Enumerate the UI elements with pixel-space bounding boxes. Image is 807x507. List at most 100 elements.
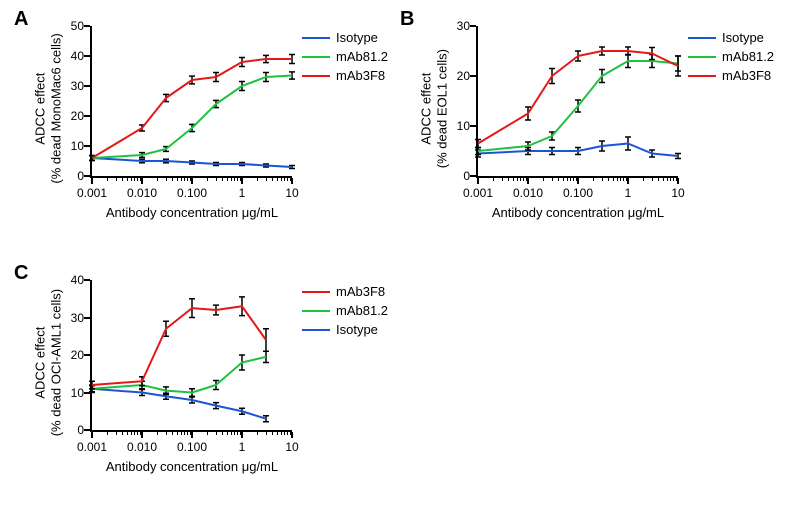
x-tick-minor [626,178,627,181]
x-tick-minor [234,178,235,181]
y-tick-label: 0 [448,169,470,183]
legend-row: Isotype [302,322,388,337]
x-tick-minor [643,178,644,181]
y-tick-label: 10 [62,386,84,400]
y-tick [84,85,90,87]
series-line [92,76,292,159]
x-tick-minor [272,432,273,435]
x-tick-minor [190,432,191,435]
x-tick-minor [623,178,624,181]
x-tick-minor [172,178,173,181]
x-tick-minor [184,178,185,181]
x-tick-minor [166,178,167,181]
legend-label: Isotype [336,30,378,45]
plot-svg [92,280,292,430]
x-tick-minor [277,432,278,435]
legend-label: mAb3F8 [722,68,771,83]
x-tick-minor [122,178,123,181]
x-tick-minor [290,432,291,435]
legend-row: mAb3F8 [302,68,388,83]
y-tick-label: 50 [62,19,84,33]
x-tick-minor [240,432,241,435]
x-tick-minor [266,432,267,435]
x-tick-minor [127,432,128,435]
x-tick [627,178,629,184]
legend-row: mAb3F8 [688,68,774,83]
x-tick-label: 1 [239,440,246,454]
x-tick-minor [613,178,614,181]
x-tick-minor [222,432,223,435]
x-tick-minor [287,432,288,435]
x-tick-minor [131,432,132,435]
y-tick [470,25,476,27]
x-tick-minor [140,178,141,181]
x-tick-label: 0.001 [77,440,107,454]
y-tick-label: 0 [62,423,84,437]
panel-label-c: C [14,262,28,285]
legend-row: Isotype [688,30,774,45]
y-tick-label: 20 [448,69,470,83]
series-line [92,306,266,385]
y-axis-label-line1: ADCC effect [32,34,48,184]
y-tick [84,175,90,177]
x-tick-label: 0.100 [177,440,207,454]
y-axis-label-line2: (% dead OCI-AML1 cells) [48,288,64,438]
x-tick-minor [131,178,132,181]
legend-swatch [688,56,716,58]
y-tick-label: 20 [62,348,84,362]
y-tick-label: 0 [62,169,84,183]
x-axis-label: Antibody concentration μg/mL [92,205,292,220]
x-tick-minor [172,432,173,435]
y-tick-label: 30 [448,19,470,33]
x-tick-minor [673,178,674,181]
x-tick-minor [237,178,238,181]
y-axis-label: ADCC effect(% dead OCI-AML1 cells) [32,288,63,438]
x-tick-minor [281,432,282,435]
plot-area-b: 01020300.0010.0100.100110Antibody concen… [476,26,678,178]
x-tick-minor [620,178,621,181]
y-tick [84,145,90,147]
x-tick [241,178,243,184]
x-tick-label: 0.001 [77,186,107,200]
legend-c: mAb3F8mAb81.2Isotype [302,284,388,341]
x-tick-minor [287,178,288,181]
y-tick [470,175,476,177]
x-tick-minor [543,178,544,181]
y-axis-label-line2: (% dead MonoMac6 cells) [48,34,64,184]
x-tick-minor [513,178,514,181]
x-tick-minor [122,432,123,435]
y-tick-label: 10 [62,139,84,153]
legend-swatch [302,37,330,39]
plot-svg [478,26,678,176]
x-tick-minor [667,178,668,181]
x-tick-minor [237,432,238,435]
x-tick-minor [227,178,228,181]
x-tick-minor [570,178,571,181]
series-line [92,158,292,167]
x-tick-minor [658,178,659,181]
legend-label: mAb3F8 [336,68,385,83]
y-tick-label: 30 [62,79,84,93]
x-tick-minor [207,178,208,181]
x-tick-minor [137,178,138,181]
x-tick-minor [107,178,108,181]
legend-row: mAb81.2 [302,49,388,64]
x-tick-minor [281,178,282,181]
x-tick-label: 0.001 [463,186,493,200]
x-tick-minor [593,178,594,181]
y-tick-label: 10 [448,119,470,133]
x-tick-minor [166,432,167,435]
x-tick-label: 1 [625,186,632,200]
x-tick [577,178,579,184]
x-tick-minor [177,432,178,435]
x-tick [677,178,679,184]
x-tick [527,178,529,184]
x-tick [477,178,479,184]
series-line [92,59,292,158]
x-tick-minor [508,178,509,181]
y-tick [470,125,476,127]
x-tick-minor [187,432,188,435]
legend-row: mAb81.2 [302,303,388,318]
x-tick-minor [277,178,278,181]
x-tick [191,432,193,438]
